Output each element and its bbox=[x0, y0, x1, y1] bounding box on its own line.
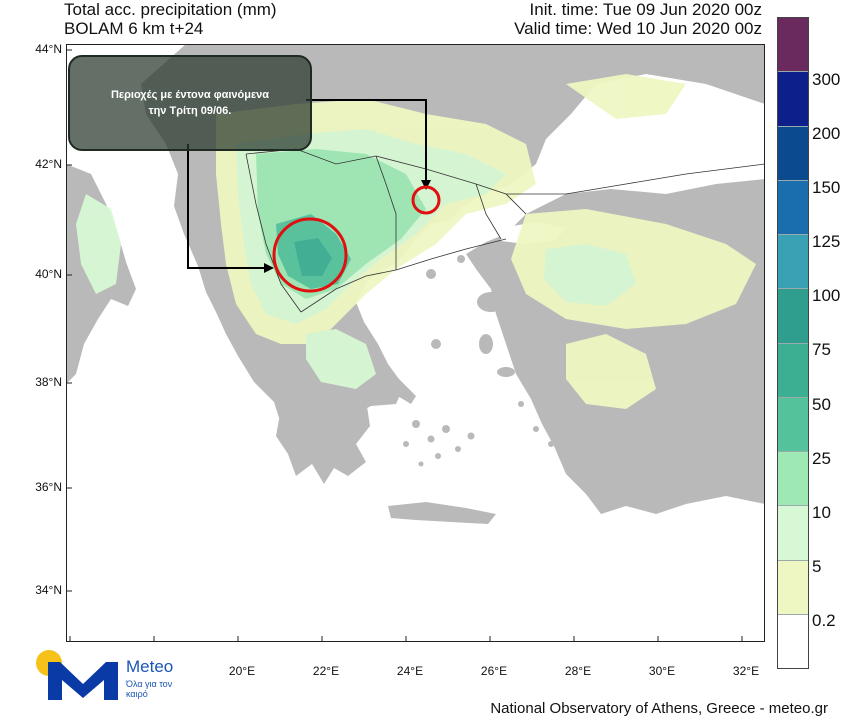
title-line-2: BOLAM 6 km t+24 bbox=[64, 19, 204, 38]
crete-island bbox=[388, 502, 496, 524]
lat-label: 40°N bbox=[35, 267, 62, 281]
precip-light bbox=[306, 329, 376, 389]
colorbar-segment bbox=[778, 126, 808, 181]
peloponnese-landmass bbox=[276, 390, 370, 484]
colorbar-label: 125 bbox=[812, 232, 841, 251]
border-line bbox=[506, 163, 765, 195]
lat-label: 42°N bbox=[35, 157, 62, 171]
lon-label: 26°E bbox=[480, 664, 508, 678]
colorbar-segment bbox=[778, 452, 808, 507]
colorbar-segment bbox=[778, 506, 808, 561]
samos-island bbox=[497, 367, 515, 377]
colorbar-label: 150 bbox=[812, 178, 841, 197]
init-time: Init. time: Tue 09 Jun 2020 00z bbox=[529, 0, 762, 19]
cyclades-island bbox=[427, 435, 435, 443]
precip-field bbox=[76, 74, 756, 409]
rhodes-island bbox=[576, 448, 596, 480]
lat-label: 34°N bbox=[35, 583, 62, 597]
lesvos-island bbox=[477, 292, 505, 312]
cyclades-island bbox=[418, 461, 424, 467]
colorbar-label: 10 bbox=[812, 503, 831, 522]
cyclades-island bbox=[403, 441, 409, 447]
precip-intense bbox=[294, 238, 332, 276]
precip-moderate bbox=[326, 159, 386, 204]
chart-title: Total acc. precipitation (mm) BOLAM 6 km… bbox=[64, 0, 277, 38]
colorbar-segment bbox=[778, 18, 808, 73]
lon-label: 22°E bbox=[312, 664, 340, 678]
colorbar-segment bbox=[778, 289, 808, 344]
colorbar-segment bbox=[778, 343, 808, 398]
arrow-to-eastern-macedonia bbox=[306, 99, 427, 182]
meteo-logo: Meteo Όλα για τον καιρό bbox=[34, 648, 194, 704]
border-line bbox=[245, 148, 527, 215]
colorbar-segment bbox=[778, 180, 808, 235]
colorbar-segment bbox=[778, 614, 808, 668]
annotation-line-1: Περιοχές με έντονα φαινόμενα bbox=[110, 89, 270, 101]
euboea-island bbox=[368, 364, 416, 404]
arrowhead-icon bbox=[264, 263, 274, 273]
title-line-1: Total acc. precipitation (mm) bbox=[64, 0, 277, 19]
cyclades-island bbox=[435, 453, 441, 459]
time-info: Init. time: Tue 09 Jun 2020 00z Valid ti… bbox=[514, 0, 762, 38]
colorbar-segment bbox=[778, 235, 808, 290]
precip-light bbox=[566, 74, 686, 119]
lon-label: 28°E bbox=[564, 664, 592, 678]
m-logo-icon bbox=[48, 662, 118, 700]
colorbar-label: 300 bbox=[812, 70, 841, 89]
colorbar-segment bbox=[778, 72, 808, 127]
lon-label: 24°E bbox=[396, 664, 424, 678]
border-line bbox=[475, 183, 502, 240]
lon-label: 30°E bbox=[648, 664, 676, 678]
cyclades-island bbox=[467, 432, 475, 440]
valid-time: Valid time: Wed 10 Jun 2020 00z bbox=[514, 19, 762, 38]
colorbar-label: 5 bbox=[812, 557, 822, 576]
highlight-circle-large bbox=[272, 217, 348, 293]
colorbar-segment bbox=[778, 560, 808, 615]
border-line bbox=[375, 155, 397, 270]
highlight-circle-small bbox=[411, 185, 441, 215]
colorbar-label: 200 bbox=[812, 124, 841, 143]
colorbar bbox=[777, 17, 809, 669]
annotation-arrows bbox=[187, 99, 427, 269]
cyclades-island bbox=[455, 446, 461, 452]
lon-label: 20°E bbox=[228, 664, 256, 678]
precip-light bbox=[544, 244, 636, 306]
colorbar-segment bbox=[778, 397, 808, 452]
footer-credit: National Observatory of Athens, Greece -… bbox=[490, 700, 828, 717]
border-line bbox=[245, 153, 302, 313]
lat-label: 36°N bbox=[35, 480, 62, 494]
colorbar-label: 100 bbox=[812, 286, 841, 305]
dodecanese-island bbox=[518, 401, 524, 407]
precip-light bbox=[76, 194, 121, 294]
annotation-line-2: την Τρίτη 09/06. bbox=[148, 105, 232, 117]
arrow-to-western-macedonia bbox=[187, 144, 266, 269]
colorbar-label: 0.2 bbox=[812, 611, 836, 630]
north-aegean-island bbox=[457, 255, 465, 263]
lat-label: 38°N bbox=[35, 375, 62, 389]
annotation-box: Περιοχές με έντονα φαινόμενα την Τρίτη 0… bbox=[68, 55, 312, 151]
colorbar-label: 75 bbox=[812, 340, 831, 359]
logo-tagline: Όλα για τον καιρό bbox=[126, 679, 173, 699]
skyros-island bbox=[431, 339, 441, 349]
chios-island bbox=[479, 334, 493, 354]
lon-label: 32°E bbox=[732, 664, 760, 678]
colorbar-label: 50 bbox=[812, 395, 831, 414]
arrowhead-icon bbox=[421, 180, 431, 190]
cyclades-island bbox=[412, 420, 420, 428]
dodecanese-island bbox=[548, 441, 554, 447]
precip-light bbox=[566, 334, 656, 409]
lat-label: 44°N bbox=[35, 42, 62, 56]
dodecanese-island bbox=[533, 426, 539, 432]
cyclades-island bbox=[442, 425, 450, 433]
country-borders bbox=[245, 148, 765, 313]
colorbar-label: 25 bbox=[812, 449, 831, 468]
north-aegean-island bbox=[426, 269, 436, 279]
logo-name: Meteo bbox=[126, 657, 174, 676]
